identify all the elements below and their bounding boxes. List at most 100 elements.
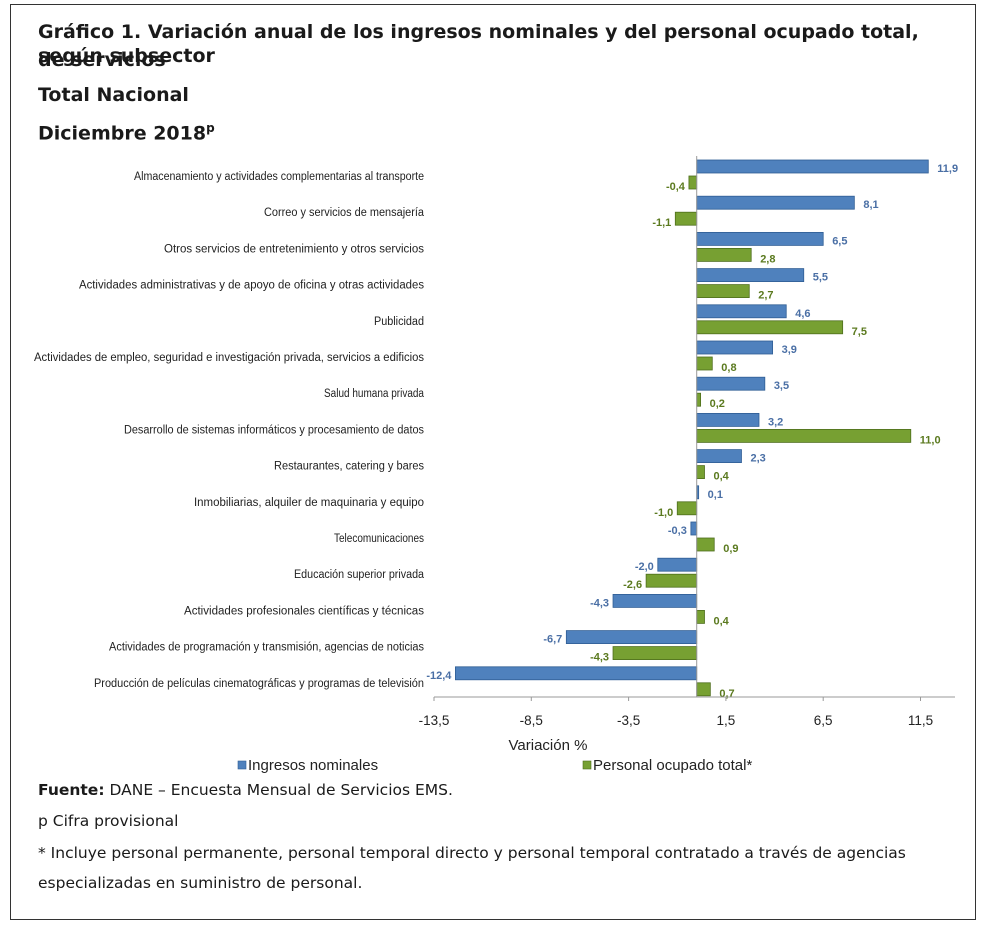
category-label: Inmobiliarias, alquiler de maquinaria y … — [194, 497, 424, 509]
footnote-line1: * Incluye personal permanente, personal … — [38, 844, 906, 862]
category-label: Actividades de empleo, seguridad e inves… — [34, 352, 424, 364]
source-label: Fuente: — [38, 781, 105, 799]
x-tick-label: 6,5 — [814, 713, 833, 728]
x-axis: -13,5 -8,5 -3,5 1,5 6,5 11,5 — [419, 156, 955, 728]
value-label-ingresos: 4,6 — [795, 308, 810, 320]
bar-personal — [696, 428, 912, 443]
bar-ingresos — [696, 449, 742, 464]
figure-frame — [10, 4, 976, 920]
bar-ingresos — [657, 557, 698, 572]
category-label: Desarrollo de sistemas informáticos y pr… — [124, 424, 424, 436]
bar-ingresos — [696, 195, 855, 210]
value-label-personal: 0,7 — [719, 688, 734, 700]
category-label: Educación superior privada — [294, 569, 425, 581]
x-tick-label: -13,5 — [419, 713, 450, 728]
bar-ingresos — [696, 412, 760, 427]
bar-ingresos — [696, 376, 766, 391]
value-label-ingresos: -6,7 — [543, 634, 562, 646]
bar-personal — [696, 537, 715, 552]
category-label: Actividades administrativas y de apoyo d… — [79, 280, 424, 292]
value-label-personal: -1,0 — [654, 507, 673, 519]
value-label-ingresos: -2,0 — [635, 561, 654, 573]
source-text: DANE – Encuesta Mensual de Servicios EMS… — [104, 781, 453, 799]
value-label-personal: 11,0 — [920, 434, 941, 446]
bar-personal — [696, 392, 702, 407]
chart-title-line1: Gráfico 1. Variación anual de los ingres… — [38, 21, 919, 67]
category-label: Producción de películas cinematográficas… — [94, 678, 424, 690]
category-labels: Almacenamiento y actividades complementa… — [34, 171, 425, 690]
value-label-personal: -0,4 — [666, 181, 686, 193]
bar-personal — [674, 211, 698, 226]
legend-swatch-ingresos — [237, 760, 247, 770]
provisional-mark: p — [206, 121, 215, 135]
x-tick-label: 1,5 — [717, 713, 736, 728]
value-label-ingresos: 8,1 — [863, 199, 878, 211]
provisional-note: p Cifra provisional — [38, 812, 179, 830]
value-label-ingresos: 5,5 — [813, 272, 828, 284]
value-label-ingresos: 3,2 — [768, 416, 783, 428]
bar-personal — [696, 247, 752, 262]
category-label: Otros servicios de entretenimiento y otr… — [164, 243, 424, 255]
x-tick-label: -8,5 — [520, 713, 543, 728]
value-label-ingresos: -0,3 — [668, 525, 687, 537]
bar-ingresos — [565, 630, 698, 644]
value-label-ingresos: 3,9 — [782, 344, 797, 356]
value-label-personal: 2,8 — [760, 253, 775, 265]
legend-label-ingresos: Ingresos nominales — [248, 757, 378, 774]
value-labels: 11,9 -0,4 8,1 -1,1 6,5 2,8 5,5 2,7 4,6 7,5 3,9 0,8 3… — [426, 163, 958, 700]
value-label-personal: -1,1 — [652, 217, 671, 229]
bar-ingresos — [696, 231, 824, 246]
bar-personal — [696, 320, 844, 335]
bar-personal — [676, 501, 698, 516]
value-label-ingresos: 11,9 — [937, 163, 958, 175]
bar-ingresos — [696, 304, 787, 319]
bar-ingresos — [696, 340, 774, 355]
value-label-personal: 2,7 — [758, 290, 773, 302]
category-label: Almacenamiento y actividades complementa… — [134, 171, 424, 183]
chart-subtitle-period: Diciembre 2018p — [38, 116, 215, 145]
x-axis-label: Variación % — [509, 737, 588, 754]
source-note: Fuente: DANE – Encuesta Mensual de Servi… — [38, 781, 453, 799]
value-label-ingresos: 6,5 — [832, 235, 847, 247]
period-text: Diciembre 2018 — [38, 122, 207, 145]
legend-swatch-personal — [582, 760, 592, 770]
value-label-personal: 0,4 — [713, 615, 729, 627]
footnote-line2: especializadas en suministro de personal… — [38, 874, 363, 892]
value-label-personal: 0,8 — [721, 362, 736, 374]
value-label-personal: 0,2 — [710, 398, 725, 410]
value-label-ingresos: 0,1 — [708, 489, 723, 501]
bar-ingresos — [690, 521, 698, 536]
value-label-personal: 0,9 — [723, 543, 738, 555]
bar-personal — [696, 465, 705, 480]
bar-personal — [696, 682, 711, 697]
category-label: Correo y servicios de mensajería — [264, 207, 425, 219]
bar-ingresos — [612, 594, 698, 608]
category-label: Telecomunicaciones — [334, 533, 424, 545]
bar-personal — [696, 610, 705, 624]
bar-personal — [645, 573, 698, 588]
bars — [455, 159, 929, 697]
bar-personal — [696, 284, 750, 299]
value-label-personal: -4,3 — [590, 652, 609, 664]
value-label-ingresos: 2,3 — [750, 453, 765, 465]
bar-ingresos — [696, 268, 805, 283]
legend: Ingresos nominales Personal ocupado total… — [237, 757, 752, 774]
bar-personal — [688, 175, 698, 190]
category-label: Actividades de programación y transmisió… — [109, 642, 424, 654]
bar-ingresos — [696, 159, 929, 174]
category-label: Salud humana privada — [324, 388, 425, 400]
legend-label-personal: Personal ocupado total* — [593, 757, 752, 774]
x-tick-label: 11,5 — [908, 713, 933, 728]
value-label-personal: -2,6 — [623, 579, 642, 591]
value-label-personal: 7,5 — [852, 326, 867, 338]
bar-personal — [612, 646, 698, 660]
value-label-ingresos: 3,5 — [774, 380, 789, 392]
chart-subtitle-scope: Total Nacional — [38, 84, 189, 106]
category-label: Publicidad — [374, 316, 424, 328]
category-label: Restaurantes, catering y bares — [274, 461, 424, 473]
x-tick-label: -3,5 — [617, 713, 640, 728]
chart-title-line2: de servicios — [38, 49, 166, 71]
value-label-personal: 0,4 — [713, 471, 729, 483]
bar-personal — [696, 356, 713, 371]
